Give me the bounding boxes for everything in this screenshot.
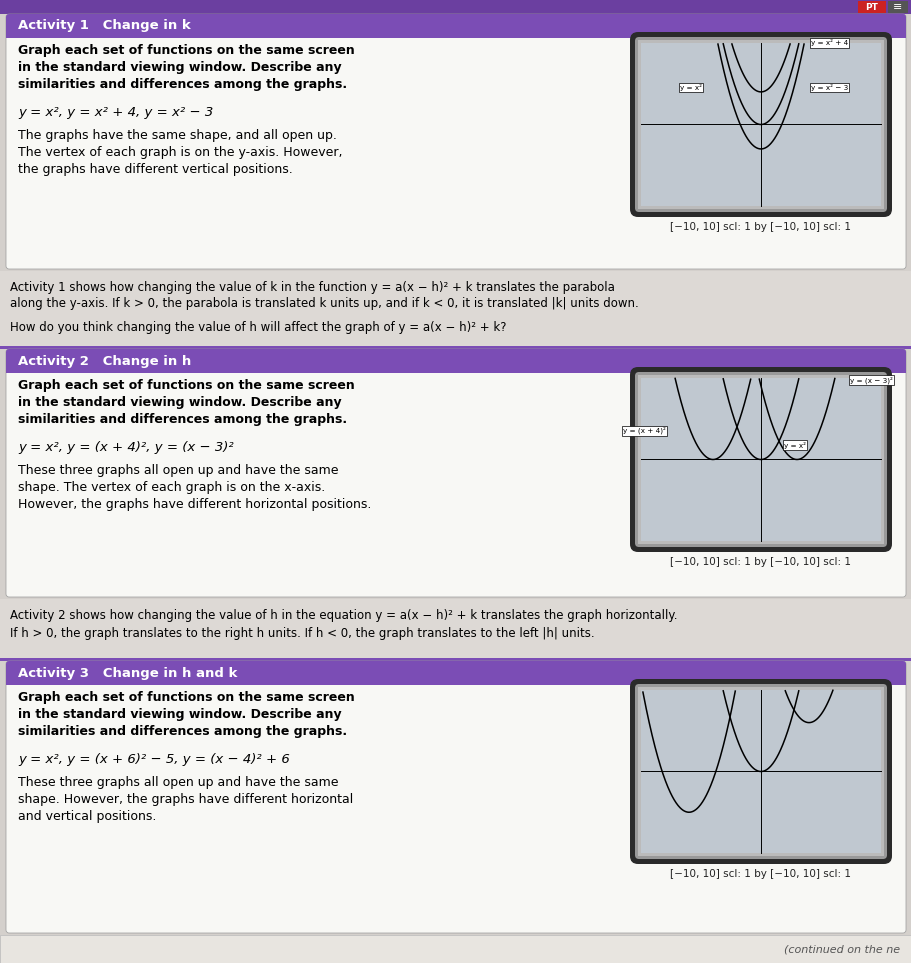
Text: y = x², y = (x + 4)², y = (x − 3)²: y = x², y = (x + 4)², y = (x − 3)² [18, 441, 233, 454]
Text: y = x² + 4: y = x² + 4 [810, 39, 847, 46]
Bar [640, 690, 880, 853]
Text: Activity 1 shows how changing the value of k in the function y = a(x − h)² + k t: Activity 1 shows how changing the value … [10, 281, 614, 294]
FancyBboxPatch shape [634, 37, 886, 212]
FancyBboxPatch shape [630, 367, 891, 552]
Bar [638, 375, 883, 544]
FancyBboxPatch shape [6, 661, 905, 685]
Text: y = (x + 4)²: y = (x + 4)² [622, 427, 665, 434]
Bar [0, 0, 911, 14]
Text: Graph each set of functions on the same screen
in the standard viewing window. D: Graph each set of functions on the same … [18, 691, 354, 738]
FancyBboxPatch shape [6, 349, 905, 597]
Bar [0, 346, 911, 349]
Bar [640, 43, 880, 206]
Text: along the y-axis. If k > 0, the parabola is translated k units up, and if k < 0,: along the y-axis. If k > 0, the parabola… [10, 297, 638, 310]
Text: y = (x − 3)²: y = (x − 3)² [849, 377, 892, 384]
Bar [6, 26, 905, 38]
Bar [638, 40, 883, 209]
Bar [6, 361, 905, 373]
Text: [−10, 10] scl: 1 by [−10, 10] scl: 1: [−10, 10] scl: 1 by [−10, 10] scl: 1 [670, 869, 851, 879]
Text: Activity 2 shows how changing the value of h in the equation y = a(x − h)² + k t: Activity 2 shows how changing the value … [10, 609, 677, 622]
Bar [640, 378, 880, 541]
FancyBboxPatch shape [630, 32, 891, 217]
Text: y = x²: y = x² [783, 442, 805, 449]
FancyBboxPatch shape [6, 14, 905, 269]
Bar [0, 658, 911, 661]
Text: ≡: ≡ [893, 2, 902, 12]
Text: Activity 1   Change in k: Activity 1 Change in k [18, 19, 190, 33]
Text: If h > 0, the graph translates to the right h units. If h < 0, the graph transla: If h > 0, the graph translates to the ri… [10, 627, 594, 640]
Text: Graph each set of functions on the same screen
in the standard viewing window. D: Graph each set of functions on the same … [18, 379, 354, 426]
FancyBboxPatch shape [6, 349, 905, 373]
Text: y = x², y = (x + 6)² − 5, y = (x − 4)² + 6: y = x², y = (x + 6)² − 5, y = (x − 4)² +… [18, 753, 290, 766]
FancyBboxPatch shape [634, 684, 886, 859]
Text: y = x², y = x² + 4, y = x² − 3: y = x², y = x² + 4, y = x² − 3 [18, 106, 213, 119]
Bar [887, 1, 907, 13]
Text: Activity 3   Change in h and k: Activity 3 Change in h and k [18, 666, 237, 680]
Bar [0, 271, 911, 349]
Bar [638, 687, 883, 856]
FancyBboxPatch shape [634, 372, 886, 547]
Text: y = x²: y = x² [680, 85, 701, 91]
Bar [0, 599, 911, 661]
Bar [857, 1, 885, 13]
Text: How do you think changing the value of h will affect the graph of y = a(x − h)² : How do you think changing the value of h… [10, 321, 506, 334]
Text: (continued on the ne: (continued on the ne [783, 944, 899, 954]
Text: [−10, 10] scl: 1 by [−10, 10] scl: 1: [−10, 10] scl: 1 by [−10, 10] scl: 1 [670, 222, 851, 232]
Text: [−10, 10] scl: 1 by [−10, 10] scl: 1: [−10, 10] scl: 1 by [−10, 10] scl: 1 [670, 557, 851, 567]
Text: Graph each set of functions on the same screen
in the standard viewing window. D: Graph each set of functions on the same … [18, 44, 354, 91]
FancyBboxPatch shape [630, 679, 891, 864]
Text: Activity 2   Change in h: Activity 2 Change in h [18, 354, 191, 368]
Text: The graphs have the same shape, and all open up.
The vertex of each graph is on : The graphs have the same shape, and all … [18, 129, 343, 176]
Text: These three graphs all open up and have the same
shape. However, the graphs have: These three graphs all open up and have … [18, 776, 353, 823]
Bar [6, 673, 905, 685]
FancyBboxPatch shape [6, 14, 905, 38]
Text: PT: PT [865, 3, 877, 12]
Text: y = x² − 3: y = x² − 3 [810, 85, 847, 91]
Bar [0, 935, 911, 963]
FancyBboxPatch shape [6, 661, 905, 933]
Text: These three graphs all open up and have the same
shape. The vertex of each graph: These three graphs all open up and have … [18, 464, 371, 511]
